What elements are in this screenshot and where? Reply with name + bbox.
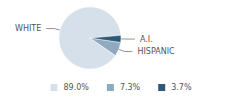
svg-text:7.3%: 7.3% <box>120 83 141 92</box>
svg-text:WHITE: WHITE <box>15 24 41 33</box>
svg-text:89.0%: 89.0% <box>63 83 89 92</box>
svg-text:3.7%: 3.7% <box>171 83 192 92</box>
svg-text:A.I.: A.I. <box>140 35 153 44</box>
svg-text:HISPANIC: HISPANIC <box>137 47 175 56</box>
